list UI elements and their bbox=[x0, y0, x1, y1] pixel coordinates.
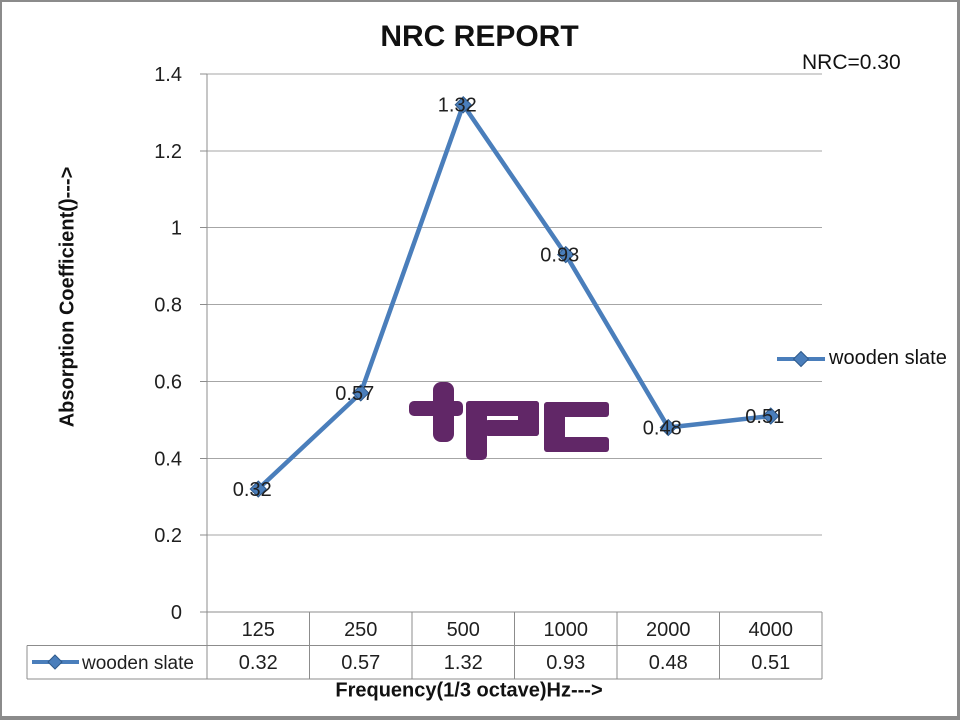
table-legend-label: wooden slate bbox=[81, 653, 194, 674]
table-value-cell: 0.93 bbox=[546, 652, 585, 674]
data-point-marker bbox=[659, 418, 677, 437]
data-point-label: 0.93 bbox=[540, 245, 579, 267]
x-category-label: 2000 bbox=[646, 619, 691, 641]
table-value-cell: 0.32 bbox=[239, 652, 278, 674]
gridlines: 0 0.2 0.4 0.6 0.8 1 1.2 1.4 bbox=[154, 64, 822, 624]
legend: wooden slate bbox=[776, 347, 947, 370]
logo-t-stem bbox=[433, 382, 454, 442]
y-tick-label: 0.6 bbox=[154, 371, 182, 393]
table-value-cell: 1.32 bbox=[444, 652, 483, 674]
x-category-label: 1000 bbox=[544, 619, 589, 641]
x-category-label: 125 bbox=[242, 619, 275, 641]
logo-p-bottombar bbox=[485, 420, 539, 436]
table-value-cell: 0.57 bbox=[341, 652, 380, 674]
y-tick-label: 1.4 bbox=[154, 64, 182, 86]
logo-c-bottombar bbox=[544, 437, 609, 452]
legend-marker-icon bbox=[777, 350, 825, 367]
y-tick-label: 1 bbox=[171, 218, 182, 240]
y-tick-label: 0.4 bbox=[154, 448, 182, 470]
data-point-marker bbox=[249, 480, 267, 498]
nrc-annotation: NRC=0.30 bbox=[802, 51, 901, 74]
x-axis-title: Frequency(1/3 octave)Hz---> bbox=[335, 679, 603, 702]
series-line bbox=[256, 102, 773, 492]
data-point-label: 0.32 bbox=[233, 479, 272, 501]
legend-diamond-icon bbox=[47, 654, 63, 670]
series-wooden-slate: 0.32 0.57 1.32 0.93 0.48 0.51 bbox=[233, 95, 784, 501]
axes-and-table: 125 0.32 250 0.57 500 1.32 1000 0.93 2000 0.48 400… bbox=[26, 74, 823, 680]
data-point-marker bbox=[352, 384, 370, 402]
data-point-label: 1.32 bbox=[438, 95, 477, 117]
data-point-marker bbox=[762, 407, 780, 425]
x-category-label: 250 bbox=[344, 619, 377, 641]
y-tick-label: 0.8 bbox=[154, 295, 182, 317]
table-value-cell: 0.48 bbox=[649, 652, 688, 674]
y-tick-label: 0 bbox=[171, 602, 182, 624]
x-category-label: 500 bbox=[447, 619, 480, 641]
legend-label: wooden slate bbox=[829, 347, 947, 369]
data-point-label: 0.48 bbox=[643, 418, 682, 440]
table-legend-key: wooden slate bbox=[32, 653, 194, 674]
y-axis-title: Absorption Coefficient()---> bbox=[56, 166, 79, 428]
data-point-marker bbox=[557, 245, 575, 264]
x-category-label: 4000 bbox=[749, 619, 794, 641]
y-tick-label: 0.2 bbox=[154, 525, 182, 547]
chart-title: NRC REPORT bbox=[380, 20, 579, 53]
tpc-logo bbox=[409, 382, 609, 460]
table-value-cell: 0.51 bbox=[751, 652, 790, 674]
data-point-label: 0.51 bbox=[745, 406, 784, 428]
y-tick-label: 1.2 bbox=[154, 141, 182, 163]
data-point-marker bbox=[454, 96, 472, 114]
data-point-label: 0.57 bbox=[335, 383, 374, 405]
logo-p-descender bbox=[466, 401, 487, 460]
